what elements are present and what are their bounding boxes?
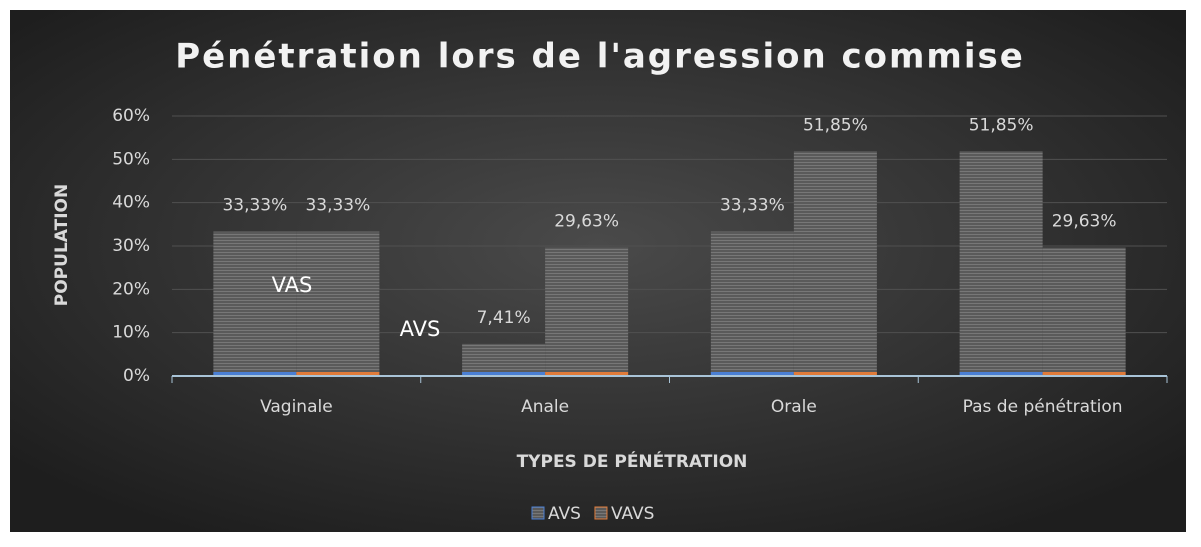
bar: [213, 231, 297, 376]
bar-base: [462, 372, 546, 376]
value-label: 29,63%: [554, 212, 619, 232]
x-axis-title: TYPES DE PÉNÉTRATION: [517, 450, 748, 472]
x-tick-label: Anale: [521, 397, 569, 417]
y-tick-label: 40%: [112, 193, 150, 213]
bar: [296, 231, 380, 376]
value-label: 33,33%: [222, 196, 287, 216]
legend-swatch: [531, 506, 545, 520]
bar-base: [545, 372, 629, 376]
value-label: 33,33%: [305, 196, 370, 216]
y-axis-title: POPULATION: [52, 184, 72, 306]
bar: [959, 151, 1043, 376]
value-label: 29,63%: [1052, 212, 1117, 232]
bar-base: [213, 372, 297, 376]
bar: [545, 247, 629, 376]
value-label: 33,33%: [720, 196, 785, 216]
chart-title: Pénétration lors de l'agression commise: [175, 37, 1025, 77]
y-tick-label: 30%: [112, 236, 150, 256]
value-label: 7,41%: [477, 308, 531, 328]
annotation: AVS: [400, 317, 441, 341]
bar: [710, 231, 794, 376]
bar-base: [959, 372, 1043, 376]
y-tick-label: 60%: [112, 106, 150, 126]
x-tick-label: Vaginale: [260, 397, 333, 417]
x-tick-label: Pas de pénétration: [963, 397, 1123, 417]
bar-base: [793, 372, 877, 376]
x-tick-label: Orale: [771, 397, 817, 417]
bar-base: [296, 372, 380, 376]
bar: [462, 343, 546, 376]
y-tick-label: 20%: [112, 279, 150, 299]
bar-base: [710, 372, 794, 376]
legend-label: AVS: [548, 504, 581, 524]
legend-label: VAVS: [611, 504, 655, 524]
y-tick-label: 50%: [112, 149, 150, 169]
bar: [1042, 247, 1126, 376]
value-label: 51,85%: [969, 115, 1034, 135]
bar: [793, 151, 877, 376]
annotation: VAS: [272, 273, 313, 297]
bar-base: [1042, 372, 1126, 376]
y-tick-label: 0%: [123, 366, 150, 386]
legend-swatch: [594, 506, 608, 520]
y-tick-label: 10%: [112, 323, 150, 343]
value-label: 51,85%: [803, 115, 868, 135]
